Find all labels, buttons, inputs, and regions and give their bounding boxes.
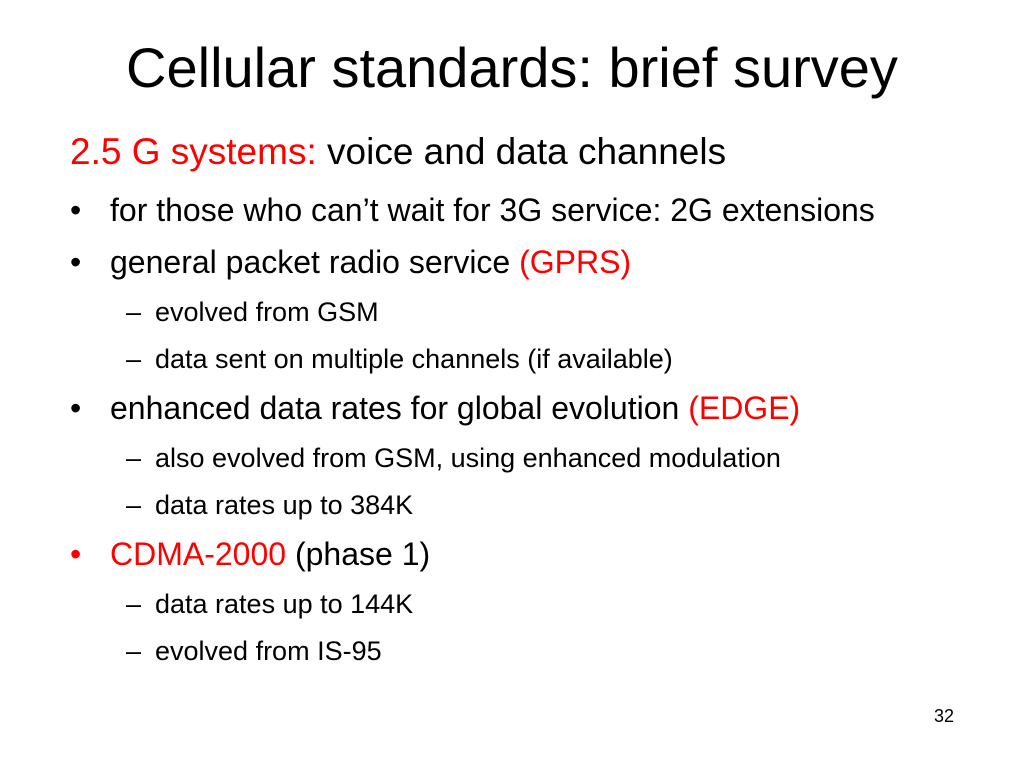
- bullet-edge: • enhanced data rates for global evoluti…: [70, 386, 990, 430]
- page-number: 32: [934, 706, 955, 726]
- subbullet-text: data rates up to 144K: [155, 589, 414, 619]
- subbullet-marker: –: [126, 589, 142, 619]
- subbullet-marker: –: [126, 297, 142, 327]
- subbullet-text: evolved from GSM: [155, 297, 379, 327]
- subbullet-cdma-rate: – data rates up to 144K: [70, 586, 990, 623]
- subbullet-gprs-channels: – data sent on multiple channels (if ava…: [70, 341, 990, 378]
- bullet-cdma2000: • CDMA-2000 (phase 1): [70, 532, 990, 576]
- bullet-text: for those who can’t wait for 3G service:…: [110, 192, 875, 228]
- bullet-acronym: (GPRS): [519, 244, 632, 280]
- bullet-marker: •: [70, 536, 82, 572]
- subbullet-marker: –: [126, 490, 142, 520]
- bullet-acronym: (EDGE): [688, 390, 801, 426]
- bullet-gprs: • general packet radio service (GPRS): [70, 240, 990, 284]
- subheading: 2.5 G systems: voice and data channels: [70, 126, 990, 178]
- subbullet-edge-rate: – data rates up to 384K: [70, 487, 990, 524]
- subbullet-text: evolved from IS-95: [155, 636, 382, 666]
- bullet-marker: •: [70, 244, 82, 280]
- subbullet-cdma-evolved: – evolved from IS-95: [70, 633, 990, 670]
- subbullet-marker: –: [126, 344, 142, 374]
- bullet-acronym: CDMA-2000: [110, 536, 287, 572]
- subheading-label: 2.5 G systems:: [70, 131, 317, 172]
- bullet-text: (phase 1): [294, 536, 431, 572]
- bullet-text: general packet radio service: [110, 244, 511, 280]
- subbullet-text: data rates up to 384K: [155, 490, 414, 520]
- bullet-2g-extensions: • for those who can’t wait for 3G servic…: [70, 188, 990, 232]
- bullet-marker: •: [70, 192, 82, 228]
- bullet-marker: •: [70, 390, 82, 426]
- slide-content: 2.5 G systems: voice and data channels •…: [70, 126, 990, 670]
- subbullet-text: data sent on multiple channels (if avail…: [155, 344, 673, 374]
- slide-title: Cellular standards: brief survey: [126, 36, 898, 99]
- subbullet-marker: –: [126, 636, 142, 666]
- bullet-text: enhanced data rates for global evolution: [110, 390, 680, 426]
- subbullet-marker: –: [126, 443, 142, 473]
- subbullet-text: also evolved from GSM, using enhanced mo…: [155, 443, 781, 473]
- subbullet-edge-modulation: – also evolved from GSM, using enhanced …: [70, 440, 990, 477]
- subheading-text: voice and data channels: [327, 131, 727, 172]
- subbullet-gprs-evolved: – evolved from GSM: [70, 294, 990, 331]
